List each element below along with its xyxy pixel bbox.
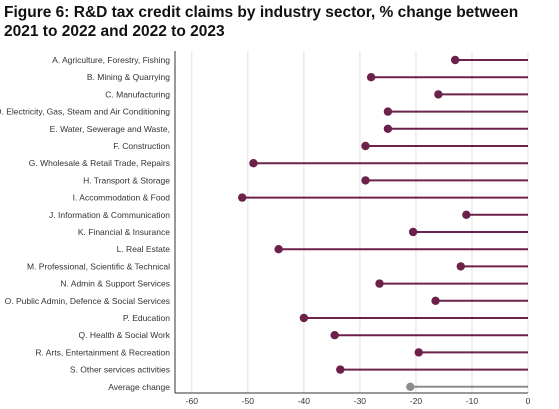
category-label: Average change — [108, 382, 170, 392]
lollipop-dot — [274, 245, 283, 254]
lollipop-dot — [414, 348, 423, 357]
data-marks — [238, 55, 528, 391]
category-label: A. Agriculture, Forestry, Fishing — [52, 55, 170, 65]
grid-lines — [191, 51, 529, 393]
category-label: Q. Health & Social Work — [79, 330, 171, 340]
x-tick-label: -20 — [410, 396, 423, 406]
category-label: D. Electricity, Gas, Steam and Air Condi… — [0, 107, 170, 117]
category-label: J. Information & Communication — [49, 210, 170, 220]
lollipop-dot — [408, 227, 418, 237]
lollipop-dot — [431, 296, 440, 305]
category-label: P. Education — [123, 313, 170, 323]
chart-title: Figure 6: R&D tax credit claims by indus… — [4, 4, 519, 40]
lollipop-dot — [383, 124, 393, 133]
lollipop-dot — [330, 331, 339, 340]
category-label: N. Admin & Support Services — [60, 279, 170, 289]
category-label: S. Other services activities — [70, 365, 170, 375]
x-tick-label: -40 — [298, 396, 311, 406]
lollipop-dot — [238, 193, 247, 202]
lollipop-dot — [434, 90, 443, 99]
average-dot — [406, 382, 415, 391]
category-label: E. Water, Sewerage and Waste, — [50, 124, 170, 134]
category-label: B. Mining & Quarrying — [87, 72, 170, 82]
category-label: C. Manufacturing — [105, 89, 170, 99]
category-label: O. Public Admin, Defence & Social Servic… — [5, 296, 170, 306]
x-tick-label: -50 — [242, 396, 255, 406]
lollipop-dot — [249, 159, 258, 168]
x-tick-label: -60 — [186, 396, 199, 406]
category-label: H. Transport & Storage — [83, 175, 170, 185]
category-label: G. Wholesale & Retail Trade, Repairs — [29, 158, 170, 168]
category-label: K. Financial & Insurance — [78, 227, 170, 237]
category-label: I. Accommodation & Food — [73, 193, 171, 203]
lollipop-dot — [450, 55, 460, 65]
category-labels: A. Agriculture, Forestry, Fishing B. Mini… — [0, 55, 171, 392]
lollipop-dot — [299, 313, 309, 323]
x-tick-label: 0 — [526, 396, 531, 406]
x-tick-labels: -60 -50 -40 -30 -20 -10 0 — [186, 396, 531, 406]
lollipop-dot — [361, 176, 370, 185]
lollipop-dot — [366, 73, 376, 82]
lollipop-dot — [375, 279, 384, 288]
lollipop-dot — [383, 107, 393, 116]
category-label: R. Arts, Entertainment & Recreation — [35, 347, 170, 357]
x-tick-label: -10 — [466, 396, 479, 406]
category-label: F. Construction — [113, 141, 170, 151]
lollipop-dot — [336, 365, 345, 374]
category-label: L. Real Estate — [117, 244, 171, 254]
lollipop-dot — [462, 210, 471, 219]
lollipop-dot — [361, 141, 370, 151]
category-label: M. Professional, Scientific & Technical — [27, 261, 170, 271]
lollipop-dot — [456, 262, 465, 271]
axes — [174, 51, 528, 394]
x-tick-label: -30 — [354, 396, 367, 406]
